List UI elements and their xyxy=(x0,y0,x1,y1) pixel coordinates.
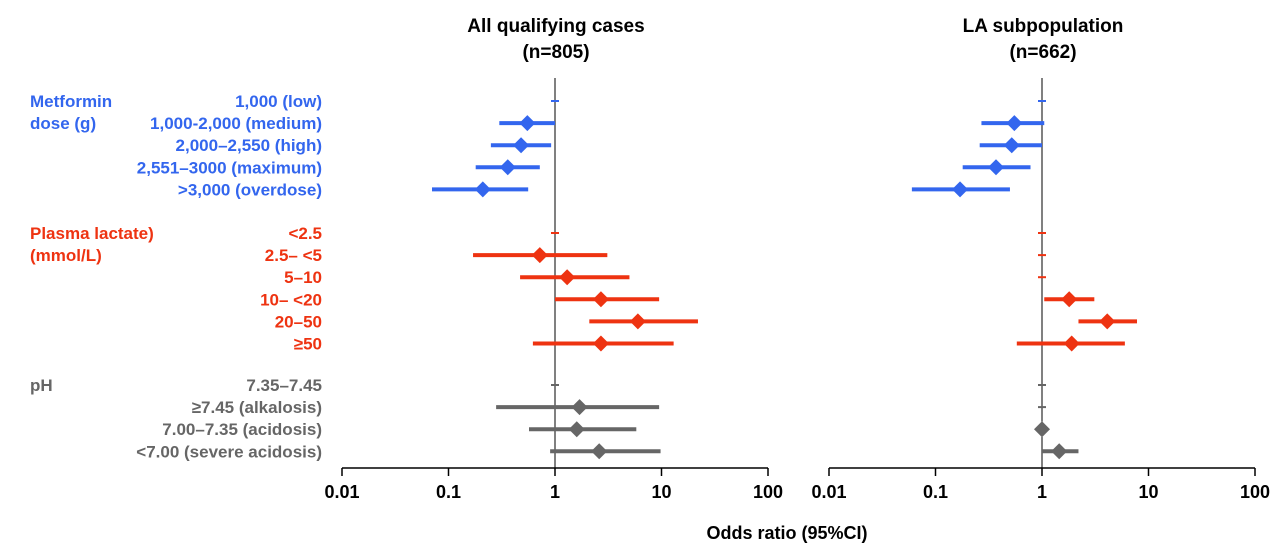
estimate-diamond xyxy=(1003,137,1020,154)
estimate-diamond xyxy=(519,115,536,132)
x-tick-label: 100 xyxy=(753,482,783,502)
group-label: (mmol/L) xyxy=(30,246,102,265)
row-label: 2,000–2,550 (high) xyxy=(176,136,322,155)
group-label: pH xyxy=(30,376,53,395)
group-label: Plasma lactate) xyxy=(30,224,154,243)
panel-title-line1: All qualifying cases xyxy=(467,16,644,37)
row-label: ≥7.45 (alkalosis) xyxy=(192,398,322,417)
estimate-diamond xyxy=(499,159,516,176)
estimate-diamond xyxy=(591,443,608,460)
estimate-marks xyxy=(432,100,1138,460)
estimate-diamond xyxy=(571,399,588,416)
estimate-diamond xyxy=(1099,313,1116,330)
estimate-diamond xyxy=(592,291,609,308)
x-tick-label: 10 xyxy=(651,482,671,502)
row-label: >3,000 (overdose) xyxy=(178,180,322,199)
x-axes: 0.01 0.1 1 10 100 0.01 0.1 1 10 100 xyxy=(324,467,1270,502)
row-label: 7.35–7.45 xyxy=(246,376,322,395)
estimate-diamond xyxy=(1051,443,1068,460)
estimate-diamond xyxy=(513,137,530,154)
x-tick-label: 0.1 xyxy=(436,482,461,502)
estimate-diamond xyxy=(592,335,609,352)
row-label: 1,000 (low) xyxy=(235,92,322,111)
x-tick-label: 0.1 xyxy=(923,482,948,502)
estimate-diamond xyxy=(1034,421,1050,438)
estimate-diamond xyxy=(988,159,1005,176)
estimate-diamond xyxy=(559,269,576,286)
x-tick-label: 0.01 xyxy=(324,482,359,502)
x-axis-label: Odds ratio (95%CI) xyxy=(706,523,867,543)
row-labels: 1,000 (low) 1,000-2,000 (medium) 2,000–2,5… xyxy=(136,92,322,461)
panel-titles: All qualifying cases (n=805) LA subpopulat… xyxy=(467,16,1123,63)
row-label: 1,000-2,000 (medium) xyxy=(150,114,322,133)
group-label: Metformin xyxy=(30,92,112,111)
panel-title-line2: (n=662) xyxy=(1009,42,1076,63)
x-tick-label: 1 xyxy=(550,482,560,502)
estimate-diamond xyxy=(1061,291,1078,308)
row-label: <2.5 xyxy=(288,224,322,243)
row-label: 20–50 xyxy=(275,312,322,331)
x-tick-label: 100 xyxy=(1240,482,1270,502)
group-labels: Metformin dose (g) Plasma lactate) (mmol/L)… xyxy=(30,92,154,395)
x-tick-label: 10 xyxy=(1138,482,1158,502)
x-tick-label: 0.01 xyxy=(811,482,846,502)
x-tick-label: 1 xyxy=(1037,482,1047,502)
estimate-diamond xyxy=(474,181,491,198)
row-label: 10– <20 xyxy=(260,290,322,309)
row-label: <7.00 (severe acidosis) xyxy=(136,442,322,461)
estimate-diamond xyxy=(568,421,585,438)
reference-lines xyxy=(554,78,1043,468)
row-label: 5–10 xyxy=(284,268,322,287)
estimate-diamond xyxy=(1063,335,1080,352)
row-label: 2,551–3000 (maximum) xyxy=(137,158,322,177)
row-label: 2.5– <5 xyxy=(265,246,322,265)
estimate-diamond xyxy=(1006,115,1023,132)
row-label: ≥50 xyxy=(294,335,322,354)
row-label: 7.00–7.35 (acidosis) xyxy=(162,420,322,439)
panel-title-line1: LA subpopulation xyxy=(963,16,1124,37)
estimate-diamond xyxy=(952,181,969,198)
estimate-diamond xyxy=(629,313,646,330)
estimate-diamond xyxy=(531,247,548,264)
group-label: dose (g) xyxy=(30,114,96,133)
panel-title-line2: (n=805) xyxy=(522,42,589,63)
